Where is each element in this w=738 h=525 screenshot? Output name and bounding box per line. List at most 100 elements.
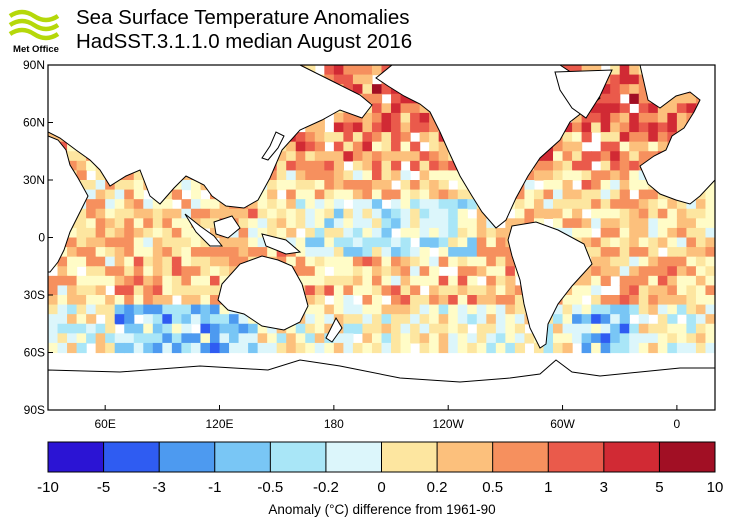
anomaly-cell xyxy=(610,103,621,114)
anomaly-cell xyxy=(553,208,564,219)
anomaly-cell xyxy=(248,323,259,334)
anomaly-cell xyxy=(619,151,630,162)
anomaly-cell xyxy=(629,227,640,239)
anomaly-cell xyxy=(371,275,383,287)
anomaly-cell xyxy=(248,333,259,344)
anomaly-cell xyxy=(276,160,287,172)
anomaly-cell xyxy=(305,295,316,306)
anomaly-cell xyxy=(343,112,354,124)
anomaly-cell xyxy=(343,141,354,152)
anomaly-cell xyxy=(362,199,373,210)
anomaly-cell xyxy=(638,199,649,210)
anomaly-cell xyxy=(286,189,297,200)
anomaly-cell xyxy=(324,65,335,76)
anomaly-cell xyxy=(362,151,373,162)
anomaly-cell xyxy=(181,256,192,267)
colorbar-tick-label: 0.2 xyxy=(427,479,448,496)
anomaly-cell xyxy=(600,275,611,287)
anomaly-cell xyxy=(295,256,306,267)
anomaly-cell xyxy=(200,256,211,267)
anomaly-cell xyxy=(686,342,697,354)
anomaly-cell xyxy=(305,189,316,200)
anomaly-cell xyxy=(410,208,421,219)
anomaly-cell xyxy=(362,237,373,248)
anomaly-cell xyxy=(86,160,97,172)
anomaly-cell xyxy=(76,227,87,239)
anomaly-cell xyxy=(324,160,335,172)
land-australia xyxy=(217,255,309,331)
anomaly-cell xyxy=(67,304,78,315)
anomaly-cell xyxy=(219,333,230,344)
anomaly-cell xyxy=(76,333,87,344)
anomaly-cell xyxy=(438,199,449,210)
anomaly-cell xyxy=(352,141,364,152)
anomaly-cell xyxy=(629,112,640,124)
anomaly-cell xyxy=(495,237,506,248)
anomaly-cell xyxy=(267,189,278,200)
anomaly-cell xyxy=(391,141,402,152)
anomaly-cell xyxy=(133,266,144,277)
anomaly-cell xyxy=(400,218,411,229)
anomaly-cell xyxy=(400,132,411,143)
anomaly-cell xyxy=(190,266,202,277)
anomaly-cell xyxy=(181,218,192,229)
anomaly-cell xyxy=(695,218,707,229)
anomaly-cell xyxy=(391,333,402,344)
anomaly-cell xyxy=(76,151,87,162)
anomaly-cell xyxy=(572,170,583,181)
anomaly-cell xyxy=(105,342,116,354)
anomaly-cell xyxy=(486,227,497,239)
anomaly-cell xyxy=(667,323,678,334)
anomaly-cell xyxy=(381,275,392,287)
anomaly-cell xyxy=(95,170,106,181)
anomaly-cell xyxy=(638,304,649,315)
anomaly-cell xyxy=(629,74,640,85)
anomaly-cell xyxy=(391,304,402,315)
anomaly-cell xyxy=(514,304,526,315)
anomaly-cell xyxy=(314,333,325,344)
anomaly-cell xyxy=(105,323,116,334)
anomaly-cell xyxy=(133,218,144,229)
anomaly-cell xyxy=(524,180,535,191)
anomaly-cell xyxy=(705,208,715,219)
anomaly-cell xyxy=(305,208,316,219)
anomaly-cell xyxy=(295,237,306,248)
anomaly-cell xyxy=(648,208,659,219)
longitude-tick-label: 120W xyxy=(433,417,465,431)
anomaly-cell xyxy=(67,247,78,258)
anomaly-cell xyxy=(352,180,364,191)
anomaly-cell xyxy=(505,323,516,334)
anomaly-cell xyxy=(619,122,630,133)
logo-waves-icon xyxy=(8,9,60,41)
anomaly-cell xyxy=(486,275,497,287)
anomaly-cell xyxy=(190,285,202,296)
anomaly-cell xyxy=(371,170,383,181)
anomaly-cell xyxy=(248,218,259,229)
anomaly-cell xyxy=(562,323,573,334)
anomaly-cell xyxy=(133,189,144,200)
anomaly-cell xyxy=(286,342,297,354)
anomaly-cell xyxy=(57,285,68,296)
anomaly-cell xyxy=(410,160,421,172)
anomaly-cell xyxy=(495,323,506,334)
anomaly-cell xyxy=(505,333,516,344)
anomaly-cell xyxy=(171,227,182,239)
anomaly-cell xyxy=(352,237,364,248)
anomaly-cell xyxy=(324,151,335,162)
anomaly-cell xyxy=(638,218,649,229)
anomaly-cell xyxy=(143,314,154,325)
anomaly-cell xyxy=(667,103,678,114)
anomaly-cell xyxy=(314,132,325,143)
anomaly-cell xyxy=(124,247,135,258)
anomaly-cell xyxy=(152,256,163,267)
anomaly-cell xyxy=(381,227,392,239)
anomaly-cell xyxy=(371,208,383,219)
anomaly-cell xyxy=(438,295,449,306)
anomaly-cell xyxy=(257,199,268,210)
anomaly-cell xyxy=(438,237,449,248)
anomaly-cell xyxy=(276,218,287,229)
anomaly-cell xyxy=(600,256,611,267)
colorbar-tick-label: 5 xyxy=(655,479,663,496)
anomaly-cell xyxy=(209,295,221,306)
anomaly-cell xyxy=(152,227,163,239)
